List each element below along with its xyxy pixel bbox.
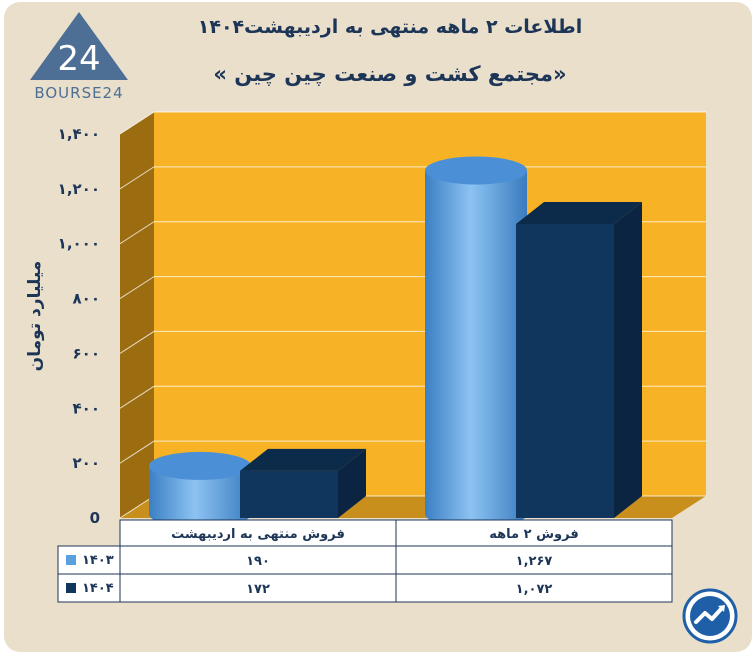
bar-1-0: [240, 448, 366, 518]
cylinder-top: [425, 156, 527, 185]
logo-mark: 24: [57, 39, 100, 79]
logo-text: BOURSE24: [34, 84, 123, 102]
y-axis-label: میلیارد تومان: [25, 261, 45, 372]
plot-side-wall: [120, 112, 154, 518]
y-tick-label: ۲۰۰: [73, 454, 100, 472]
bar-0-1: [425, 156, 527, 529]
legend-swatch: [66, 583, 76, 593]
bar-1-1: [516, 201, 642, 519]
gridline: [119, 111, 706, 135]
box-top: [240, 448, 366, 471]
data-label: ۱۹۰: [246, 554, 270, 569]
box-top: [516, 201, 642, 224]
y-tick-label: ۱,۴۰۰: [58, 125, 100, 143]
cylinder-body: [149, 465, 251, 528]
legend-swatch: [66, 555, 76, 565]
y-tick-labels: 0 ۲۰۰ ۴۰۰ ۶۰۰ ۸۰۰ ۱,۰۰۰ ۱,۲۰۰ ۱,۴۰۰: [58, 125, 100, 527]
data-label: ۱,۰۷۲: [516, 582, 553, 597]
cylinder-body: [425, 170, 527, 529]
data-table: فروش منتهی به اردیبهشت فروش ۲ ماهه ۱۴۰۳ ۱۹۰…: [57, 519, 673, 603]
box-side: [338, 448, 366, 518]
bourse24-logo: 24 BOURSE24: [30, 12, 128, 102]
bars: [149, 156, 642, 529]
y-tick-label: 0: [90, 509, 100, 527]
trend-arrow-icon: [682, 588, 738, 644]
bar-0-0: [149, 451, 251, 528]
y-tick-label: ۱,۰۰۰: [58, 235, 100, 253]
cylinder-top: [149, 451, 251, 480]
data-label: ۱۷۲: [246, 582, 270, 597]
category-label: فروش ۲ ماهه: [489, 527, 578, 542]
chart-title: اطلاعات ۲ ماهه منتهی به اردیبهشت۱۴۰۴: [197, 16, 583, 38]
box-front: [516, 223, 614, 519]
legend-series-name: ۱۴۰۳: [82, 553, 114, 568]
chart-subtitle: «مجتمع کشت و صنعت چین چین »: [213, 62, 567, 86]
category-label: فروش منتهی به اردیبهشت: [171, 527, 345, 542]
legend-series-name: ۱۴۰۴: [82, 581, 114, 596]
box-front: [240, 470, 338, 518]
logo-triangle: [30, 12, 128, 80]
y-tick-label: ۶۰۰: [73, 344, 100, 362]
box-side: [614, 201, 642, 519]
data-label: ۱,۲۶۷: [516, 554, 553, 569]
y-tick-label: ۴۰۰: [73, 399, 100, 417]
y-tick-label: ۸۰۰: [73, 290, 100, 308]
y-tick-label: ۱,۲۰۰: [58, 180, 100, 198]
